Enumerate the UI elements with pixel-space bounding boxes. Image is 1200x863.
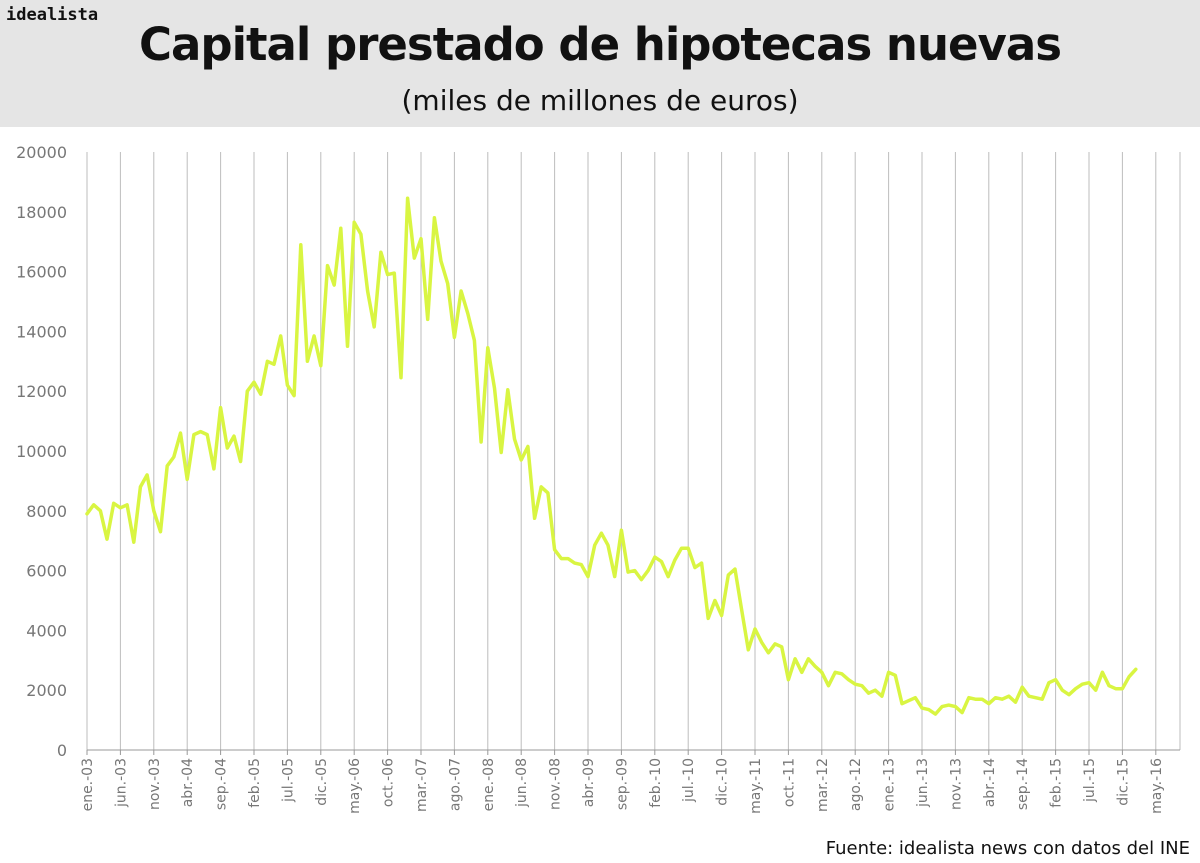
x-tick-label: jun.-03	[113, 758, 129, 808]
x-tick-label: abr.-09	[581, 758, 597, 807]
x-tick-label: sep.-14	[1015, 758, 1031, 810]
x-tick-label: abr.-04	[180, 758, 196, 807]
y-tick-label: 8000	[26, 502, 67, 521]
x-tick-label: feb.-10	[648, 758, 664, 808]
x-tick-label: ago.-07	[447, 758, 463, 811]
x-tick-label: dic.-15	[1115, 758, 1131, 806]
x-tick-label: feb.-05	[247, 758, 263, 808]
x-tick-label: jul.-15	[1082, 758, 1098, 803]
y-tick-label: 16000	[16, 263, 67, 282]
x-tick-label: mar.-07	[414, 758, 430, 812]
x-tick-label: jul.-10	[681, 758, 697, 803]
x-tick-label: sep.-09	[614, 758, 630, 810]
y-tick-label: 10000	[16, 442, 67, 461]
x-tick-label: jul.-05	[280, 758, 296, 803]
x-tick-label: ene.-03	[80, 758, 96, 811]
y-tick-label: 2000	[26, 681, 67, 700]
x-tick-label: nov.-03	[147, 758, 163, 810]
y-tick-label: 0	[57, 741, 67, 760]
x-tick-label: ago.-12	[848, 758, 864, 811]
y-tick-label: 12000	[16, 382, 67, 401]
header-band	[0, 0, 1200, 127]
x-tick-label: jun.-08	[514, 758, 530, 808]
y-tick-label: 20000	[16, 143, 67, 162]
x-tick-label: mar.-12	[815, 758, 831, 812]
y-tick-label: 18000	[16, 203, 67, 222]
y-tick-label: 6000	[26, 562, 67, 581]
y-tick-label: 14000	[16, 322, 67, 341]
x-tick-label: ene.-13	[882, 758, 898, 811]
x-tick-label: feb.-15	[1049, 758, 1065, 808]
chart-title: Capital prestado de hipotecas nuevas	[139, 18, 1062, 71]
x-tick-label: may.-06	[347, 758, 363, 814]
x-tick-label: nov.-13	[948, 758, 964, 810]
x-tick-label: dic.-10	[715, 758, 731, 806]
x-tick-label: may.-16	[1149, 758, 1165, 814]
x-tick-label: ene.-08	[481, 758, 497, 811]
x-tick-label: dic.-05	[314, 758, 330, 806]
chart-subtitle: (miles de millones de euros)	[401, 84, 799, 117]
x-tick-label: sep.-04	[214, 758, 230, 810]
y-tick-label: 4000	[26, 621, 67, 640]
x-tick-label: oct.-06	[381, 758, 397, 807]
x-tick-label: abr.-14	[982, 758, 998, 807]
x-tick-label: nov.-08	[548, 758, 564, 810]
x-tick-label: jun.-13	[915, 758, 931, 808]
source-note: Fuente: idealista news con datos del INE	[825, 838, 1190, 859]
x-tick-label: may.-11	[748, 758, 764, 814]
brand-logo: idealista	[6, 5, 99, 25]
series-line	[85, 196, 1138, 716]
x-tick-label: oct.-11	[781, 758, 797, 807]
